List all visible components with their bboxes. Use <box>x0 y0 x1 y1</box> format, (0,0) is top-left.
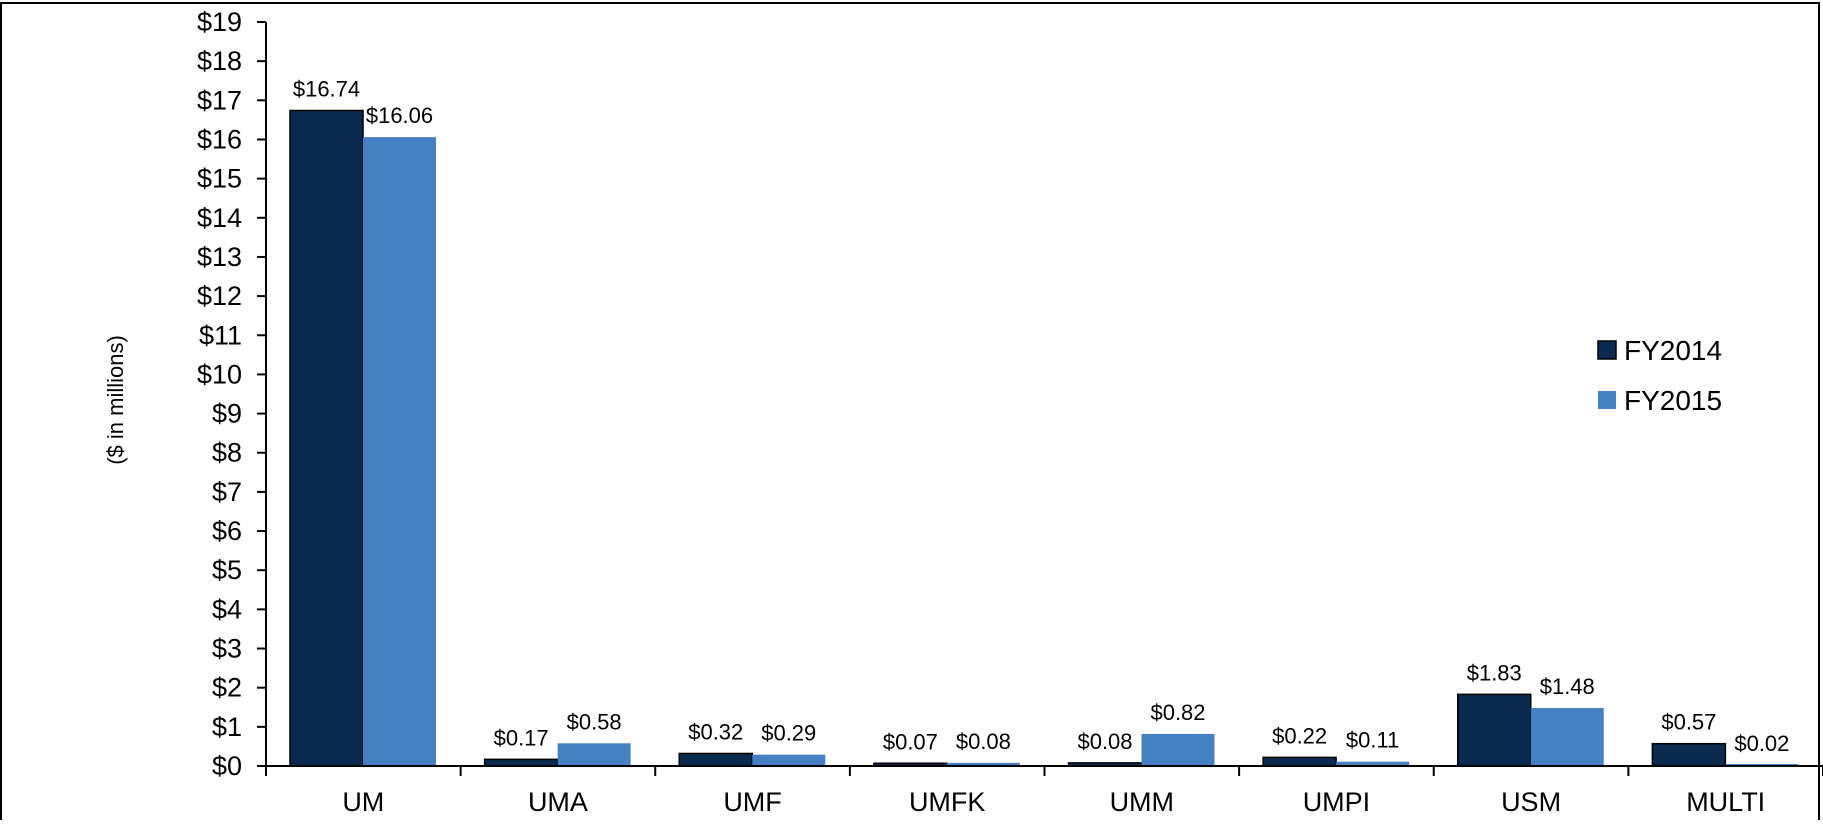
legend-label-fy2015: FY2015 <box>1624 385 1722 416</box>
legend-swatch-fy2014 <box>1597 340 1617 360</box>
data-label-fy2015-umf: $0.29 <box>761 721 816 746</box>
y-tick-label: $0 <box>212 751 242 781</box>
bar-fy2015-umm <box>1141 733 1215 766</box>
data-label-fy2015-umfk: $0.08 <box>956 729 1011 754</box>
bar-fy2015-umfk <box>946 762 1020 766</box>
y-tick-label: $5 <box>212 555 242 585</box>
data-label-fy2015-um: $16.06 <box>366 103 433 128</box>
data-label-fy2014-umf: $0.32 <box>688 719 743 744</box>
y-tick-label: $1 <box>212 712 242 742</box>
y-tick-label: $6 <box>212 516 242 546</box>
x-tick-label-umm: UMM <box>1110 787 1174 817</box>
x-tick-label-umf: UMF <box>723 787 781 817</box>
y-tick-label: $2 <box>212 673 242 703</box>
bar-fy2014-umf <box>678 752 753 767</box>
bar-fy2014-um <box>289 109 364 767</box>
x-tick-label-um: UM <box>342 787 384 817</box>
y-tick-label: $14 <box>197 203 242 233</box>
bar-fy2014-umpi <box>1262 756 1337 767</box>
y-tick-label: $10 <box>197 359 242 389</box>
y-tick-label: $18 <box>197 46 242 76</box>
legend-swatch-fy2015 <box>1598 391 1616 409</box>
bar-fy2015-umpi <box>1336 761 1410 766</box>
y-axis-label: ($ in millions) <box>103 335 128 465</box>
bars <box>289 109 1799 767</box>
y-tick-label: $15 <box>197 164 242 194</box>
y-tick-label: $9 <box>212 399 242 429</box>
legend: FY2014 FY2015 <box>1597 335 1722 416</box>
data-label-fy2015-usm: $1.48 <box>1540 674 1595 699</box>
data-label-fy2014-umfk: $0.07 <box>883 729 938 754</box>
x-tick-label-uma: UMA <box>528 787 588 817</box>
y-tick-label: $11 <box>199 320 242 350</box>
bar-fy2015-uma <box>557 743 631 766</box>
data-label-fy2014-uma: $0.17 <box>494 725 549 750</box>
x-tick-label-usm: USM <box>1501 787 1561 817</box>
bar-fy2015-umf <box>752 754 826 766</box>
y-tick-label: $12 <box>197 281 242 311</box>
y-tick-label: $17 <box>197 85 242 115</box>
y-tick-label: $13 <box>197 242 242 272</box>
data-label-fy2015-multi: $0.02 <box>1734 731 1789 756</box>
axes <box>265 22 1823 776</box>
data-label-fy2015-umpi: $0.11 <box>1346 728 1399 753</box>
data-label-fy2014-umpi: $0.22 <box>1272 723 1327 748</box>
data-labels: $16.74$16.06 $0.17 $0.58 $0.32 $0.29 $0.07 $0.… <box>293 76 1790 756</box>
y-tick-label: $19 <box>197 7 242 37</box>
x-tick-label-umpi: UMPI <box>1303 787 1371 817</box>
x-tick-label-multi: MULTI <box>1686 787 1765 817</box>
data-label-fy2014-umm: $0.08 <box>1077 729 1132 754</box>
y-tick-label: $7 <box>212 477 242 507</box>
legend-label-fy2014: FY2014 <box>1624 335 1722 366</box>
y-axis-ticks: $0 $1 $2 $3 $4 $5 $6 $7 $8 $9 $10 $11 $12 $13 $14 $15 $1… <box>197 7 266 781</box>
bar-fy2014-multi <box>1651 742 1727 767</box>
data-label-fy2015-umm: $0.82 <box>1150 700 1205 725</box>
y-tick-label: $8 <box>212 438 242 468</box>
y-tick-label: $3 <box>212 634 242 664</box>
data-label-fy2014-um: $16.74 <box>293 76 360 101</box>
data-label-fy2015-uma: $0.58 <box>567 709 622 734</box>
y-tick-label: $4 <box>212 594 242 624</box>
bar-fy2015-usm <box>1530 708 1604 766</box>
x-tick-label-umfk: UMFK <box>909 787 986 817</box>
bar-fy2015-um <box>363 137 436 766</box>
bar-fy2014-usm <box>1457 693 1532 767</box>
x-axis-labels: UM UMA UMF UMFK UMM UMPI USM MULTI <box>342 787 1765 817</box>
data-label-fy2014-multi: $0.57 <box>1661 710 1716 735</box>
y-tick-label: $16 <box>197 124 242 154</box>
data-label-fy2014-usm: $1.83 <box>1467 660 1522 685</box>
